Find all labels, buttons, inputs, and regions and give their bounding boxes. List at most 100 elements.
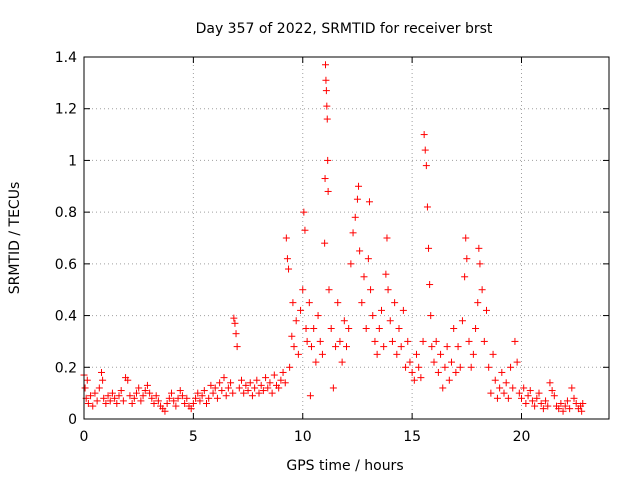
data-point	[327, 325, 335, 332]
plot-border	[83, 56, 610, 420]
data-point	[161, 407, 169, 415]
data-point	[450, 325, 458, 332]
data-point	[99, 376, 107, 384]
x-tick-label: 20	[513, 429, 531, 445]
data-point	[119, 397, 127, 405]
data-point	[480, 337, 488, 345]
data-point	[98, 368, 105, 376]
data-point	[211, 384, 219, 392]
data-point	[420, 131, 428, 139]
data-point	[312, 358, 320, 366]
data-point	[259, 387, 267, 395]
data-point	[462, 234, 470, 242]
data-point	[301, 226, 309, 234]
data-point	[351, 213, 359, 221]
data-point	[139, 392, 147, 400]
data-point	[408, 368, 416, 376]
data-point	[322, 87, 330, 95]
data-point	[290, 343, 298, 351]
data-point	[133, 389, 140, 397]
data-point	[115, 392, 123, 400]
data-point	[579, 399, 587, 407]
data-point	[417, 374, 425, 382]
data-point	[476, 260, 484, 268]
data-point	[345, 325, 353, 332]
data-point	[515, 389, 523, 397]
data-point	[106, 397, 114, 405]
y-tick-label: 0.6	[55, 257, 77, 273]
data-point	[117, 387, 125, 395]
data-point	[378, 306, 385, 314]
data-point	[504, 394, 512, 402]
data-point	[548, 387, 556, 395]
data-point	[491, 376, 499, 384]
data-point	[187, 405, 195, 413]
data-point	[360, 273, 368, 281]
data-point	[231, 319, 239, 327]
data-point	[511, 337, 519, 345]
data-point	[568, 384, 576, 392]
data-point	[528, 397, 536, 405]
data-point	[406, 358, 414, 366]
y-tick-label: 1	[68, 153, 77, 169]
x-axis-label: GPS time / hours	[286, 458, 403, 474]
data-point	[355, 182, 363, 190]
data-point	[347, 260, 355, 268]
data-point	[474, 299, 482, 307]
data-point	[388, 337, 396, 345]
data-point	[365, 198, 373, 206]
data-point	[395, 325, 403, 332]
data-point	[522, 399, 530, 407]
data-point	[557, 399, 565, 407]
data-point	[353, 195, 361, 203]
data-point	[141, 387, 149, 395]
data-point	[489, 350, 497, 358]
data-point	[150, 399, 158, 407]
data-point	[216, 379, 224, 387]
data-point	[513, 358, 521, 366]
data-point	[176, 387, 184, 395]
data-point	[467, 363, 475, 371]
y-tick-label: 0.8	[55, 205, 77, 221]
data-point	[539, 405, 547, 413]
data-point	[91, 389, 99, 397]
data-point	[458, 317, 466, 325]
data-point	[233, 343, 241, 351]
data-point	[559, 407, 567, 415]
data-point	[383, 234, 391, 242]
data-point	[524, 392, 532, 400]
data-point	[229, 389, 237, 397]
data-point	[502, 379, 510, 387]
data-point	[509, 384, 517, 392]
data-point	[496, 384, 504, 392]
data-point	[302, 325, 310, 332]
data-point	[137, 397, 145, 405]
data-point	[310, 325, 318, 332]
data-point	[478, 286, 486, 294]
data-point	[306, 392, 314, 400]
data-point	[95, 384, 103, 392]
data-point	[200, 387, 208, 395]
data-point	[399, 306, 407, 314]
data-point	[463, 255, 471, 263]
data-point	[419, 337, 427, 345]
data-point	[367, 286, 375, 294]
data-point	[84, 399, 92, 407]
data-point	[288, 332, 296, 340]
data-point	[437, 350, 445, 358]
data-point	[130, 394, 138, 402]
data-point	[251, 384, 259, 392]
data-point	[321, 239, 329, 247]
data-point	[192, 394, 200, 402]
data-point	[469, 350, 477, 358]
data-point	[520, 384, 528, 392]
data-point	[572, 399, 580, 407]
data-point	[165, 394, 173, 402]
grid-lines	[84, 57, 609, 419]
data-point	[472, 325, 480, 332]
data-point	[178, 392, 186, 400]
data-point	[81, 384, 89, 392]
data-point	[391, 299, 399, 307]
data-point	[224, 384, 232, 392]
